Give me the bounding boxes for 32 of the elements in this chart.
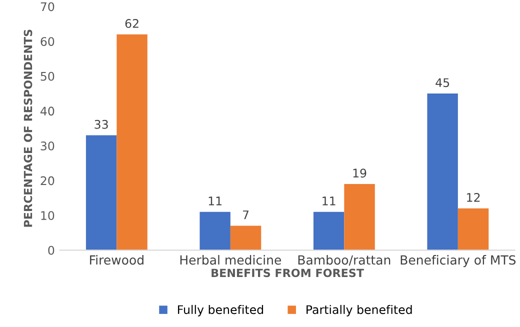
data-label: 7 xyxy=(242,210,249,220)
data-label: 62 xyxy=(125,19,138,28)
x-tick-label: Firewood xyxy=(90,255,144,265)
x-tick-label: Herbal medicine xyxy=(180,255,282,265)
data-label: 19 xyxy=(353,168,366,178)
y-axis-title: PERCENTAGE OF RESPONDENTS xyxy=(24,30,32,227)
y-tick-label: 10 xyxy=(41,211,54,220)
data-label: 12 xyxy=(467,193,480,202)
bar xyxy=(427,94,458,250)
legend-label: Fully benefited xyxy=(178,304,264,316)
bar xyxy=(313,212,344,250)
y-tick-label: 0 xyxy=(48,246,54,255)
y-tick-label: 20 xyxy=(40,176,54,186)
x-tick-label: Bamboo/rattan xyxy=(298,255,390,266)
bar xyxy=(86,135,117,250)
x-axis-title: BENEFITS FROM FOREST xyxy=(212,268,364,278)
bar xyxy=(200,212,230,250)
bar xyxy=(116,34,148,250)
bar xyxy=(458,208,489,250)
y-tick-label: 50 xyxy=(40,72,54,81)
data-label: 11 xyxy=(322,196,336,206)
bar xyxy=(230,226,262,250)
data-label: 33 xyxy=(94,120,108,129)
data-label: 45 xyxy=(436,78,450,88)
data-label: 11 xyxy=(208,196,222,206)
bar xyxy=(344,184,375,250)
y-tick-label: 40 xyxy=(40,106,54,116)
y-tick-label: 30 xyxy=(40,141,54,150)
y-tick-label: 60 xyxy=(40,37,54,46)
x-tick-label: Beneficiary of MTS xyxy=(400,255,516,268)
legend-label: Partially benefited xyxy=(306,304,412,316)
y-tick-label: 70 xyxy=(40,2,54,12)
